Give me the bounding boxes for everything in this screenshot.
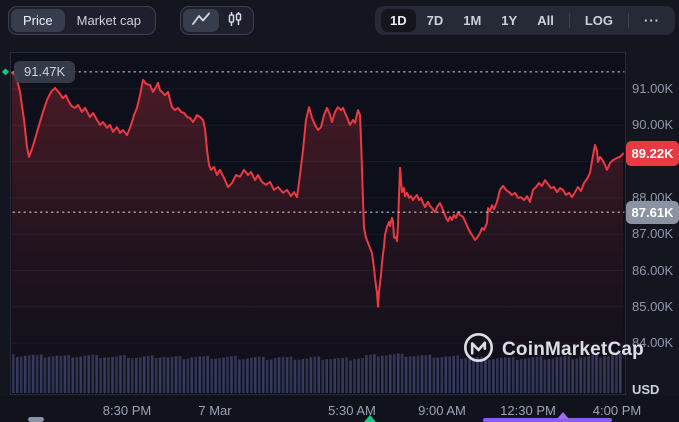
range-toolbar: 1D 7D 1M 1Y All LOG ··· xyxy=(374,6,675,35)
timeline-scroll-handle[interactable] xyxy=(28,417,44,422)
metric-tab-market-cap[interactable]: Market cap xyxy=(65,9,153,32)
purple-event-marker-icon xyxy=(557,412,569,419)
x-axis-tick: 9:00 AM xyxy=(418,403,466,418)
x-axis-tick: 12:30 PM xyxy=(500,403,556,418)
range-button-all[interactable]: All xyxy=(528,9,563,32)
x-axis-tick: 4:00 PM xyxy=(592,403,642,418)
range-button-7d[interactable]: 7D xyxy=(418,9,453,32)
y-axis-tick: 86.00K xyxy=(632,262,674,278)
metric-tab-price[interactable]: Price xyxy=(11,9,65,32)
y-axis-tick: 90.00K xyxy=(632,117,674,133)
toolbar-separator xyxy=(628,13,629,28)
line-chart-icon xyxy=(191,12,211,29)
metric-toggle: Price Market cap xyxy=(8,6,156,35)
log-scale-button[interactable]: LOG xyxy=(576,9,622,32)
line-chart-icon-button[interactable] xyxy=(183,9,219,32)
high-price-badge: 91.47K xyxy=(14,60,76,83)
chart-type-toggle xyxy=(180,6,254,35)
x-axis-tick: 8:30 PM xyxy=(102,403,152,418)
session-high-marker-icon xyxy=(1,68,10,76)
x-axis-tick: 7 Mar xyxy=(198,403,232,418)
y-axis-tick: 85.00K xyxy=(632,298,674,314)
candlestick-icon-button[interactable] xyxy=(219,9,251,32)
y-axis-tick: 91.00K xyxy=(632,81,674,96)
last-price-badge: 89.22K xyxy=(626,141,679,167)
range-button-1d[interactable]: 1D xyxy=(380,9,416,32)
range-buttons: 1D 7D 1M 1Y All xyxy=(380,9,563,32)
reference-price-badge: 87.61K xyxy=(626,200,679,224)
more-options-button[interactable]: ··· xyxy=(635,9,669,32)
purple-range-bar xyxy=(483,418,612,422)
range-button-1y[interactable]: 1Y xyxy=(492,9,526,32)
y-axis-tick: 84.00K xyxy=(632,335,674,351)
candlestick-icon xyxy=(227,11,243,30)
range-button-1m[interactable]: 1M xyxy=(454,9,490,32)
chart-toolbar: Price Market cap xyxy=(0,6,679,37)
x-axis-tick: 5:30 AM xyxy=(328,403,376,418)
y-axis-unit-label: USD xyxy=(632,382,660,397)
y-axis-tick: 87.00K xyxy=(632,226,674,242)
toolbar-separator xyxy=(568,13,570,28)
green-event-marker-icon xyxy=(364,415,376,422)
